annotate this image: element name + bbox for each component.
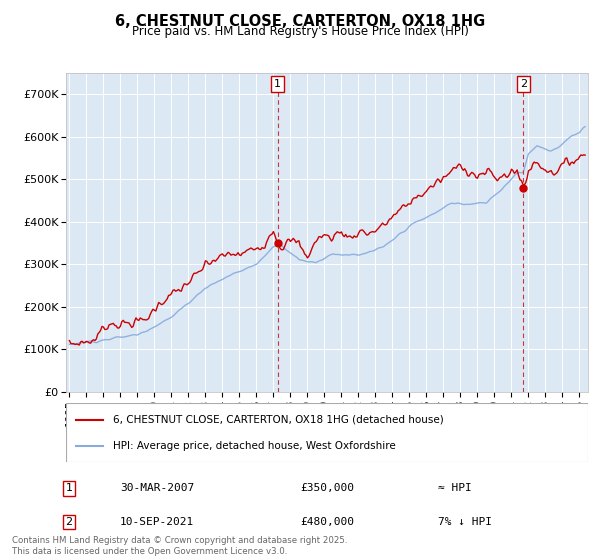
Text: 6, CHESTNUT CLOSE, CARTERTON, OX18 1HG: 6, CHESTNUT CLOSE, CARTERTON, OX18 1HG [115, 14, 485, 29]
Text: £480,000: £480,000 [300, 517, 354, 527]
Text: 7% ↓ HPI: 7% ↓ HPI [438, 517, 492, 527]
Text: £350,000: £350,000 [300, 483, 354, 493]
Text: Price paid vs. HM Land Registry's House Price Index (HPI): Price paid vs. HM Land Registry's House … [131, 25, 469, 38]
Text: Contains HM Land Registry data © Crown copyright and database right 2025.
This d: Contains HM Land Registry data © Crown c… [12, 536, 347, 556]
Text: 10-SEP-2021: 10-SEP-2021 [120, 517, 194, 527]
Text: 2: 2 [65, 517, 73, 527]
Text: 2: 2 [520, 79, 527, 89]
Text: 6, CHESTNUT CLOSE, CARTERTON, OX18 1HG (detached house): 6, CHESTNUT CLOSE, CARTERTON, OX18 1HG (… [113, 414, 444, 424]
Text: 1: 1 [65, 483, 73, 493]
Text: 30-MAR-2007: 30-MAR-2007 [120, 483, 194, 493]
Text: HPI: Average price, detached house, West Oxfordshire: HPI: Average price, detached house, West… [113, 441, 396, 451]
Text: ≈ HPI: ≈ HPI [438, 483, 472, 493]
Text: 1: 1 [274, 79, 281, 89]
